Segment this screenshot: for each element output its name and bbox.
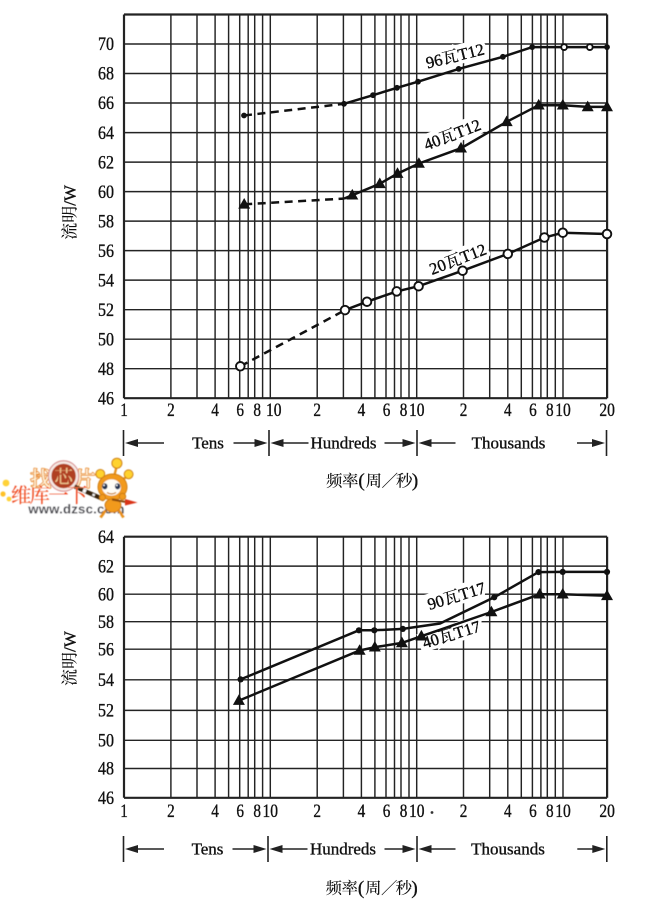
svg-text:Thousands: Thousands [471, 840, 545, 859]
svg-text:66: 66 [98, 94, 114, 114]
svg-text:2: 2 [460, 401, 468, 421]
svg-text:www.dzsc.com: www.dzsc.com [27, 502, 124, 517]
svg-text:8: 8 [546, 401, 554, 421]
svg-text:58: 58 [98, 613, 114, 633]
svg-text:58: 58 [98, 212, 114, 232]
svg-text:): ) [412, 471, 418, 492]
svg-text:Thousands: Thousands [472, 434, 546, 453]
svg-text:20: 20 [599, 401, 615, 421]
svg-text:4: 4 [211, 802, 219, 822]
svg-text:4: 4 [358, 401, 366, 421]
svg-text:8: 8 [253, 802, 261, 822]
svg-text:52: 52 [98, 301, 114, 321]
svg-text:(: ( [358, 471, 364, 492]
svg-text:20: 20 [427, 255, 449, 279]
svg-text:8: 8 [400, 802, 408, 822]
svg-text:10: 10 [555, 802, 571, 822]
svg-text:48: 48 [98, 760, 114, 780]
svg-text:10: 10 [266, 401, 282, 421]
svg-text:6: 6 [236, 401, 244, 421]
svg-text:96: 96 [424, 50, 445, 72]
svg-text:6: 6 [529, 802, 537, 822]
svg-text:): ) [411, 878, 417, 899]
svg-text:/W: /W [61, 184, 80, 206]
svg-text:Tens: Tens [192, 840, 224, 859]
svg-text:46: 46 [98, 389, 114, 409]
svg-text:6: 6 [383, 401, 391, 421]
svg-text:4: 4 [358, 802, 366, 822]
svg-text:46: 46 [98, 789, 114, 809]
svg-text:60: 60 [98, 183, 114, 203]
svg-text:Hundreds: Hundreds [310, 840, 376, 859]
svg-text:4: 4 [211, 401, 219, 421]
svg-text:4: 4 [504, 802, 512, 822]
svg-text:2: 2 [167, 802, 175, 822]
svg-text:54: 54 [98, 271, 114, 291]
svg-text:8: 8 [400, 401, 408, 421]
svg-text:60: 60 [98, 585, 114, 605]
svg-text:Tens: Tens [192, 434, 224, 453]
svg-text:2: 2 [167, 401, 175, 421]
svg-text:4: 4 [504, 401, 512, 421]
svg-text:56: 56 [98, 242, 114, 262]
svg-text:64: 64 [98, 124, 114, 144]
svg-text:Hundreds: Hundreds [310, 434, 376, 453]
svg-text:70: 70 [98, 35, 114, 55]
svg-text:10: 10 [263, 802, 279, 822]
svg-text:/W: /W [61, 630, 80, 652]
svg-text:8: 8 [546, 802, 554, 822]
svg-text:64: 64 [98, 528, 114, 548]
svg-text:6: 6 [236, 802, 244, 822]
svg-text:54: 54 [98, 671, 114, 691]
svg-text:1: 1 [120, 401, 128, 421]
svg-text:2: 2 [313, 802, 321, 822]
svg-text:52: 52 [98, 702, 114, 722]
svg-text:10: 10 [409, 802, 425, 822]
svg-text:10: 10 [555, 401, 571, 421]
svg-text:50: 50 [98, 732, 114, 752]
svg-text:62: 62 [98, 557, 114, 577]
svg-text:6: 6 [383, 802, 391, 822]
svg-text:68: 68 [98, 65, 114, 85]
svg-text:8: 8 [253, 401, 261, 421]
svg-text:10: 10 [409, 401, 425, 421]
svg-text:1: 1 [120, 802, 128, 822]
svg-text:20: 20 [599, 802, 615, 822]
svg-text:2: 2 [460, 802, 468, 822]
svg-text:56: 56 [98, 640, 114, 660]
svg-text:(: ( [358, 878, 364, 899]
svg-text:50: 50 [98, 330, 114, 350]
svg-text:6: 6 [529, 401, 537, 421]
svg-text:62: 62 [98, 153, 114, 173]
svg-text:40: 40 [421, 131, 443, 155]
svg-text:2: 2 [313, 401, 321, 421]
svg-text:90: 90 [425, 591, 446, 614]
svg-text:48: 48 [98, 360, 114, 380]
